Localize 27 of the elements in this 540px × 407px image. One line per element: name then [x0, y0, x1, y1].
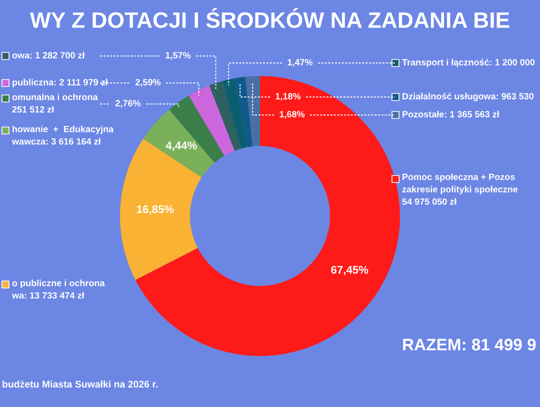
- donut-slice: [222, 78, 248, 149]
- data-label: 1,68%: [280, 111, 305, 119]
- donut-slice: [143, 110, 215, 178]
- donut-slice: [120, 138, 202, 280]
- donut-slice: [245, 76, 260, 146]
- data-label: 4,44%: [166, 142, 197, 152]
- legend-label: Działalność usługowa: 963 530: [402, 92, 534, 102]
- data-label: 1,18%: [276, 93, 301, 101]
- legend-label: omunalna i ochrona 251 512 zł: [12, 94, 98, 113]
- legend-label: o publiczne i ochrona wa: 13 733 474 zł: [12, 280, 105, 299]
- legend-label: Pomoc społeczna + Pozos zakresie polityki społeczne 54 975 050 zł: [402, 173, 518, 205]
- chart-title: WY Z DOTACJI I ŚRODKÓW NA ZADANIA BIE: [30, 8, 510, 28]
- legend-label: howanie + Edukacyjna wawcza: 3 616 164 zł: [12, 126, 114, 145]
- text: budżetu Miasta Suwałki na 2026 r.: [2, 380, 158, 388]
- legend-label: owa: 1 282 700 zł: [12, 52, 85, 58]
- donut-slice: [234, 76, 253, 148]
- data-label: 16,85%: [137, 205, 174, 215]
- text: RAZEM: 81 499 9: [403, 338, 536, 350]
- legend-label: Pozostałe: 1 365 563 zł: [402, 110, 500, 118]
- data-label: 1,57%: [166, 52, 191, 60]
- donut-slice: [209, 81, 242, 151]
- legend-label: publiczna: 2 111 979 zł: [12, 78, 108, 88]
- data-label: 67,45%: [331, 266, 368, 276]
- data-label: 2,76%: [116, 100, 141, 108]
- legend-label: Transport i łączność: 1 200 000: [402, 58, 535, 68]
- data-label: 2,59%: [136, 79, 161, 87]
- data-label: 1,47%: [288, 59, 313, 67]
